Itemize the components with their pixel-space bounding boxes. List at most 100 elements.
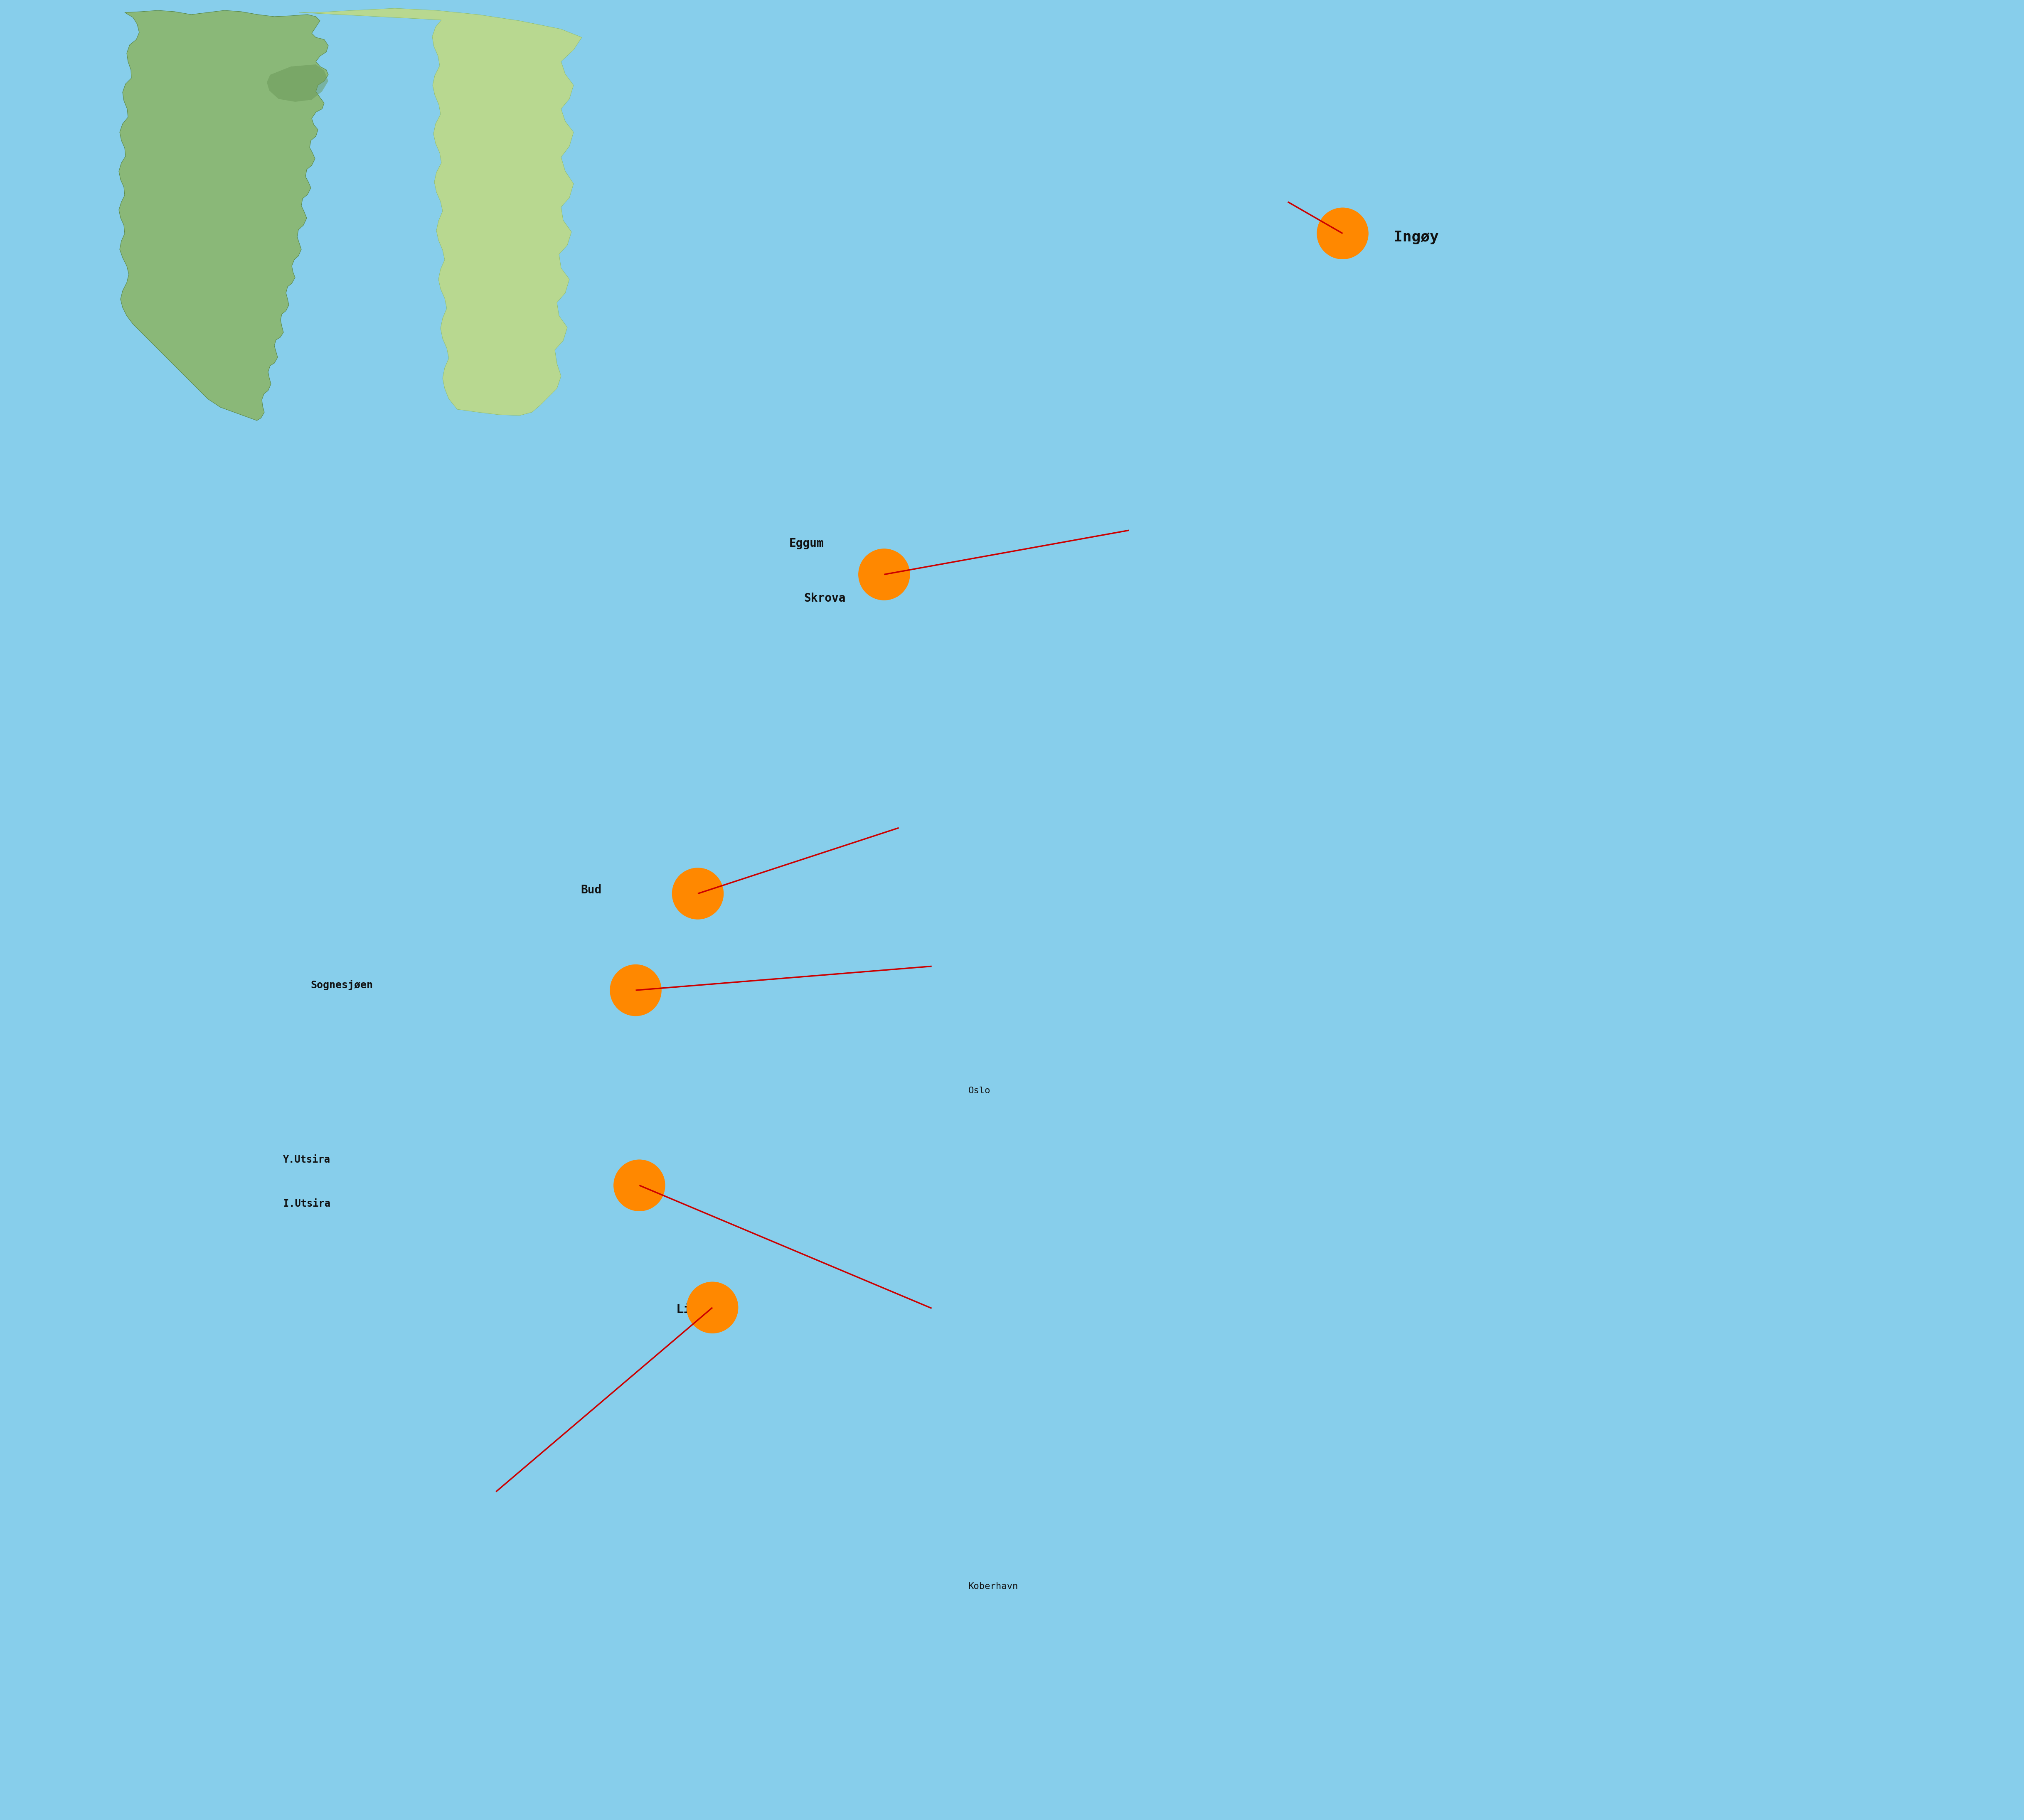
Point <box>63 810 95 839</box>
Point <box>1261 976 1293 1005</box>
Point <box>285 1663 318 1693</box>
Point <box>1113 111 1146 140</box>
Text: Temperature 5 m: Temperature 5 m <box>423 1005 480 1010</box>
Point <box>1953 1383 1986 1412</box>
Point <box>915 1003 947 1032</box>
Point <box>1745 499 1777 528</box>
Point <box>1348 1360 1380 1389</box>
Point <box>876 106 909 135</box>
Text: Temperature 1 m: Temperature 1 m <box>1522 790 1579 795</box>
Point <box>1089 1403 1121 1432</box>
Point <box>1113 641 1146 670</box>
Point <box>510 672 542 701</box>
Point <box>733 739 765 768</box>
Point <box>1253 652 1285 681</box>
Point <box>1463 624 1496 653</box>
Point <box>210 1689 243 1718</box>
Text: Ingøy: Ingøy <box>1395 229 1439 244</box>
Y-axis label: Temperature: Temperature <box>324 144 328 173</box>
Point <box>733 1583 765 1613</box>
Y-axis label: Temperature: Temperature <box>917 1309 921 1340</box>
Point <box>1779 1325 1811 1354</box>
Text: Highcharts.com: Highcharts.com <box>1251 377 1279 382</box>
Point <box>559 193 591 222</box>
Point <box>808 1631 840 1660</box>
Point <box>1261 1389 1293 1418</box>
Point <box>638 186 670 215</box>
Point <box>63 1718 95 1747</box>
Point <box>1607 1305 1639 1334</box>
Point <box>1174 1003 1206 1032</box>
Polygon shape <box>267 64 328 102</box>
Point <box>1779 905 1811 934</box>
Point <box>1676 475 1708 504</box>
Point <box>285 810 318 839</box>
Point <box>510 1525 542 1554</box>
Text: Temperature 1 m: Temperature 1 m <box>785 355 840 360</box>
Point <box>585 1518 617 1547</box>
Circle shape <box>613 1159 666 1210</box>
Point <box>1002 1401 1034 1431</box>
Point <box>719 177 751 206</box>
Point <box>322 182 354 211</box>
Point <box>435 746 468 775</box>
Point <box>1953 992 1986 1021</box>
Circle shape <box>858 550 909 601</box>
Point <box>1957 632 1990 661</box>
Point <box>401 187 433 217</box>
Point <box>797 149 830 178</box>
Point <box>1348 912 1380 941</box>
Point <box>1534 590 1567 619</box>
Text: Oslo: Oslo <box>967 1087 990 1096</box>
Text: Temperature 1 m: Temperature 1 m <box>1423 1196 1478 1203</box>
Y-axis label: Temperature: Temperature <box>917 968 921 997</box>
Point <box>1866 1349 1899 1378</box>
Text: Koberhavn: Koberhavn <box>967 1583 1018 1591</box>
Point <box>1435 1329 1467 1358</box>
Circle shape <box>672 868 723 919</box>
Text: Highcharts.com: Highcharts.com <box>1931 1221 1959 1225</box>
Text: Lista: Lista <box>676 1303 714 1316</box>
Point <box>1174 1400 1206 1429</box>
Point <box>1886 602 1919 632</box>
Point <box>1520 1314 1552 1343</box>
Point <box>435 1591 468 1620</box>
Point <box>1694 861 1726 890</box>
Point <box>955 73 988 102</box>
Point <box>0 801 20 830</box>
Polygon shape <box>119 11 328 420</box>
Point <box>210 817 243 846</box>
Text: Eggum: Eggum <box>789 537 824 550</box>
Polygon shape <box>300 9 581 415</box>
Point <box>138 1707 170 1736</box>
Point <box>360 788 393 817</box>
Point <box>882 1680 915 1709</box>
Point <box>1271 173 1303 202</box>
Point <box>915 1398 947 1427</box>
Circle shape <box>686 1281 739 1332</box>
Point <box>1192 144 1225 173</box>
Point <box>808 772 840 801</box>
Point <box>658 721 690 750</box>
Point <box>585 682 617 712</box>
Point <box>1395 641 1427 670</box>
Point <box>658 1534 690 1563</box>
Point <box>1184 646 1216 675</box>
Text: Bud: Bud <box>581 885 601 895</box>
Text: Sognesjøen: Sognesjøen <box>310 979 372 990</box>
Point <box>0 1724 20 1753</box>
Point <box>1694 1314 1726 1343</box>
Circle shape <box>609 965 662 1016</box>
Point <box>882 794 915 823</box>
Circle shape <box>1318 207 1368 258</box>
Text: Y.Utsira: Y.Utsira <box>283 1156 330 1165</box>
Point <box>1089 1012 1121 1041</box>
Point <box>1034 76 1067 106</box>
Text: Highcharts.com: Highcharts.com <box>1931 1562 1959 1565</box>
Point <box>1002 1006 1034 1036</box>
Point <box>1816 566 1848 595</box>
Point <box>1324 648 1356 677</box>
Text: I.Utsira: I.Utsira <box>283 1199 330 1208</box>
Point <box>1866 959 1899 988</box>
Point <box>480 197 512 226</box>
